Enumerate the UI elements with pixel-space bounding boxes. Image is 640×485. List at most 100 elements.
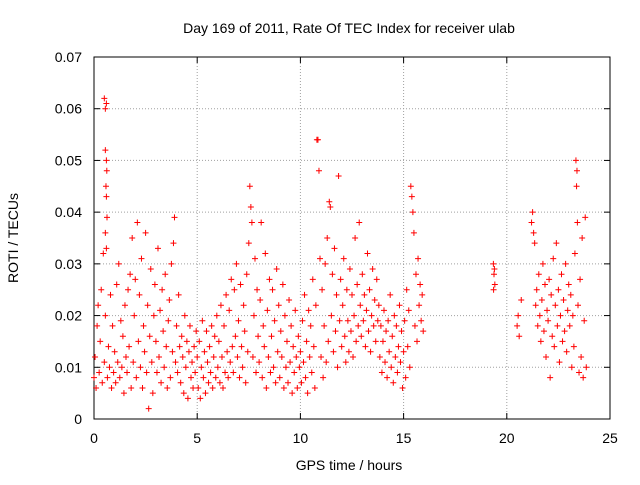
data-point	[551, 343, 558, 350]
data-point	[177, 379, 184, 386]
data-point	[403, 286, 410, 293]
data-point	[117, 317, 124, 324]
data-point	[158, 379, 165, 386]
data-point	[337, 276, 344, 283]
data-point	[294, 384, 301, 391]
data-point	[214, 364, 221, 371]
data-point	[420, 328, 427, 335]
data-point	[387, 291, 394, 298]
data-point	[397, 359, 404, 366]
data-point	[215, 338, 222, 345]
data-point	[258, 219, 265, 226]
data-point	[385, 317, 392, 324]
data-point	[331, 245, 338, 252]
data-point	[410, 229, 417, 236]
data-point	[131, 312, 138, 319]
data-point	[296, 364, 303, 371]
data-point	[546, 276, 553, 283]
data-point	[94, 322, 101, 329]
data-point	[351, 312, 358, 319]
data-point	[120, 390, 127, 397]
data-point	[285, 379, 292, 386]
data-point	[142, 229, 149, 236]
y-tick-label: 0.06	[55, 101, 82, 117]
data-point	[545, 317, 552, 324]
x-tick-label: 10	[293, 430, 309, 446]
data-point	[360, 317, 367, 324]
data-point	[251, 255, 258, 262]
data-point	[240, 302, 247, 309]
data-point	[181, 312, 188, 319]
data-point	[115, 260, 122, 267]
data-point	[568, 364, 575, 371]
data-point	[575, 302, 582, 309]
data-point	[124, 369, 131, 376]
data-point	[183, 338, 190, 345]
data-point	[301, 291, 308, 298]
data-point	[278, 353, 285, 360]
data-point	[101, 359, 108, 366]
data-point	[359, 271, 366, 278]
data-point	[399, 384, 406, 391]
data-point	[356, 219, 363, 226]
data-point	[116, 374, 123, 381]
data-point	[232, 333, 239, 340]
data-point	[535, 271, 542, 278]
data-point	[302, 374, 309, 381]
data-point	[552, 302, 559, 309]
data-point	[317, 255, 324, 262]
data-point	[185, 348, 192, 355]
data-point	[133, 374, 140, 381]
data-point	[164, 384, 171, 391]
data-point	[118, 364, 125, 371]
data-point	[312, 302, 319, 309]
data-point	[273, 266, 280, 273]
y-tick-label: 0.01	[55, 359, 82, 375]
y-tick-label: 0.02	[55, 308, 82, 324]
data-point	[573, 183, 580, 190]
data-point	[329, 271, 336, 278]
data-point	[229, 343, 236, 350]
data-point	[347, 328, 354, 335]
data-point	[515, 312, 522, 319]
data-point	[109, 322, 116, 329]
x-tick-label: 5	[193, 430, 201, 446]
data-point	[106, 364, 113, 371]
data-point	[298, 379, 305, 386]
data-point	[141, 348, 148, 355]
data-point	[247, 203, 254, 210]
x-tick-label: 15	[396, 430, 412, 446]
data-point	[128, 384, 135, 391]
data-point	[102, 183, 109, 190]
data-point	[304, 390, 311, 397]
data-point	[308, 369, 315, 376]
data-point	[328, 312, 335, 319]
data-point	[333, 291, 340, 298]
data-point	[569, 312, 576, 319]
data-point	[537, 338, 544, 345]
data-point	[583, 364, 590, 371]
axis-ticks: 0 5 10 15 20 25 0 0.01 0.02 0.03 0.04 0.05 0.06 0.07	[55, 49, 618, 446]
data-point	[112, 379, 119, 386]
data-point	[239, 364, 246, 371]
y-tick-label: 0.03	[55, 256, 82, 272]
data-point	[204, 359, 211, 366]
data-point	[199, 317, 206, 324]
data-point	[157, 307, 164, 314]
data-point	[152, 338, 159, 345]
data-point	[307, 322, 314, 329]
data-point	[350, 353, 357, 360]
data-point	[283, 338, 290, 345]
data-point	[206, 343, 213, 350]
data-point	[241, 328, 248, 335]
data-point	[394, 369, 401, 376]
data-point	[254, 286, 261, 293]
data-point	[417, 281, 424, 288]
x-axis-label: GPS time / hours	[296, 457, 403, 473]
data-point	[518, 297, 525, 304]
data-point	[276, 374, 283, 381]
data-point	[378, 369, 385, 376]
data-point	[212, 374, 219, 381]
data-point	[256, 359, 263, 366]
data-point	[338, 343, 345, 350]
